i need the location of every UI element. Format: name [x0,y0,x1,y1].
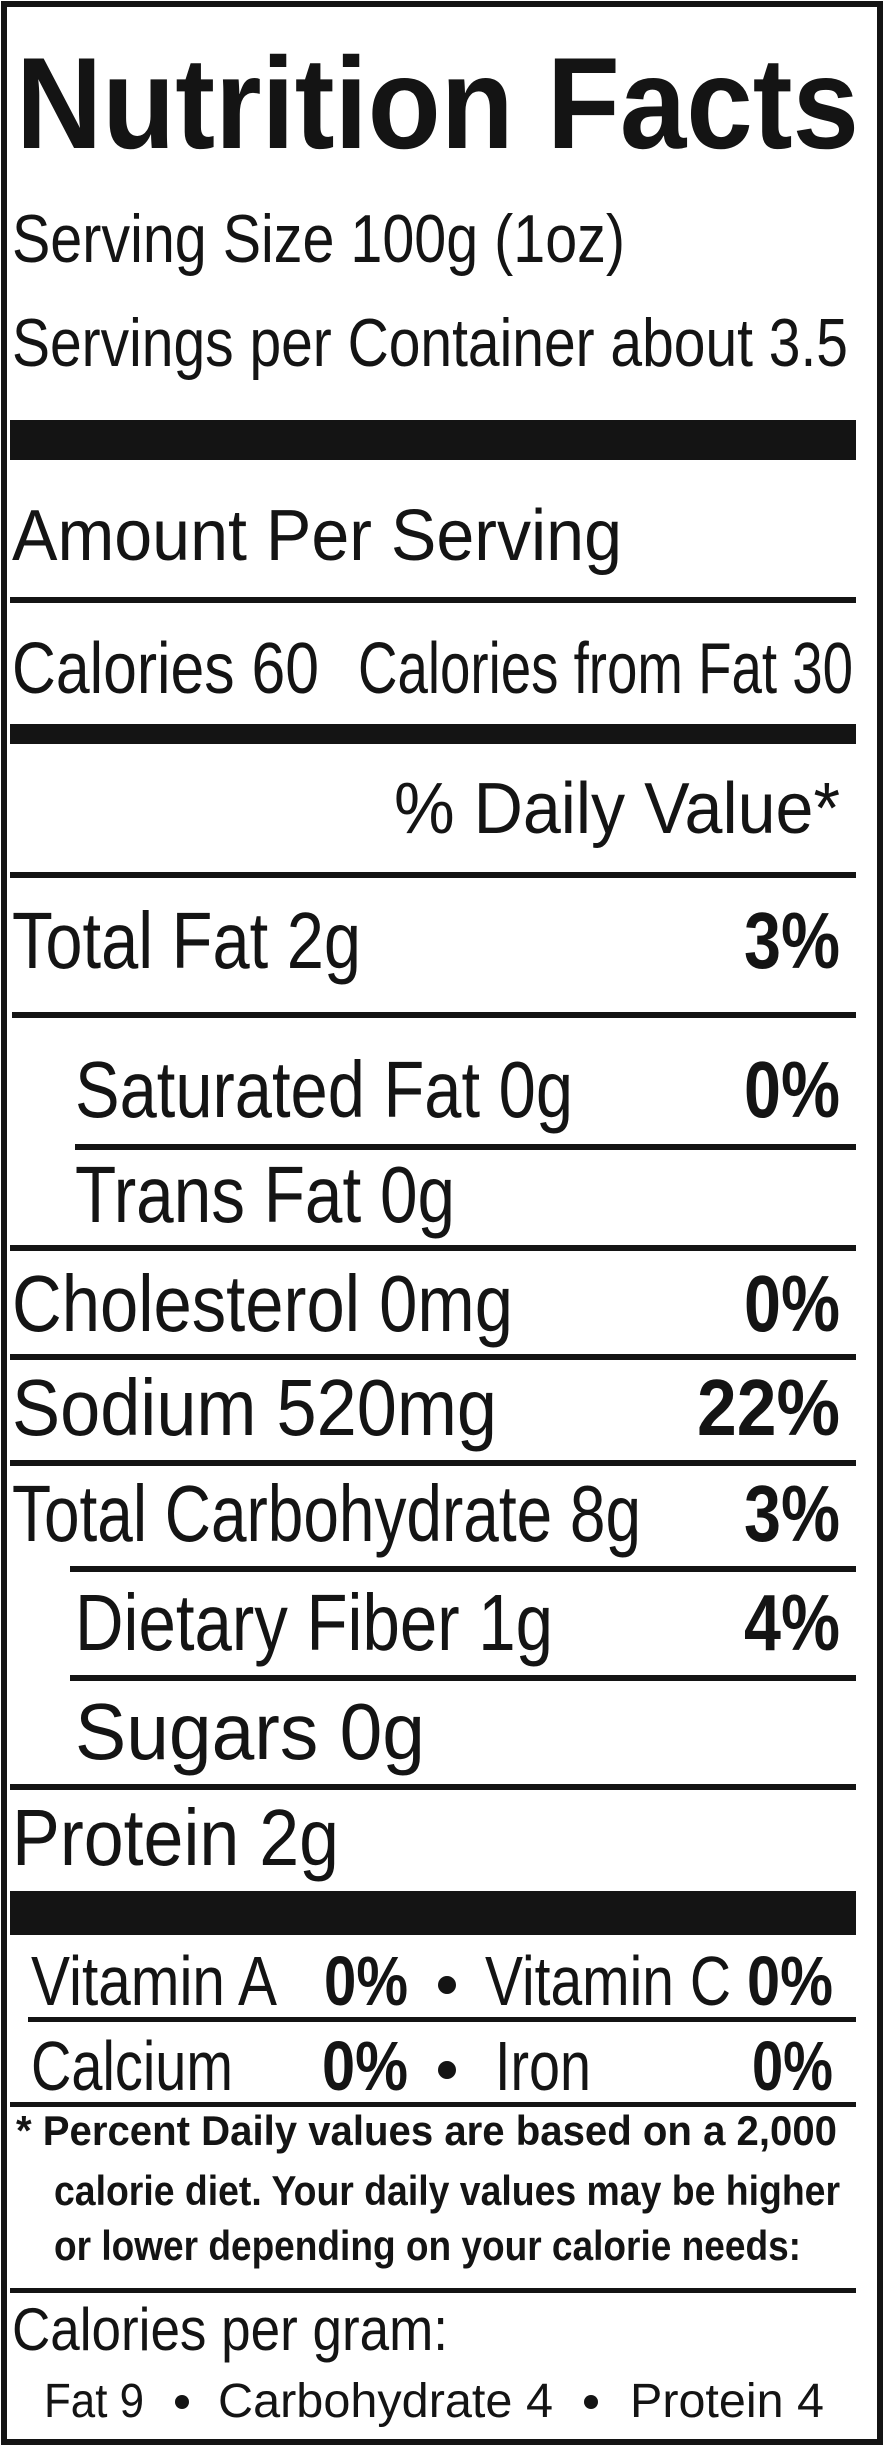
calories-from-fat-value: 30 [792,629,853,709]
serving-size-value: 100g (1oz) [350,201,625,277]
footnote-line: or lower depending on your calorie needs… [54,2222,801,2269]
vitamin-percent: 0% [747,1942,833,2020]
nutrient-amount: 8g [570,1469,641,1558]
servings-label: Servings per Container [12,305,595,381]
calories-per-gram-label: Calories per gram: [12,2296,448,2363]
vitamin-name: Calcium [31,2027,233,2105]
vitamin-percent: 0% [752,2027,833,2105]
nutrient-name: Dietary Fiber [75,1578,460,1667]
nutrient-percent: 3% [744,1469,840,1558]
rule [10,597,856,603]
nutrient-name: Total Carbohydrate [12,1469,552,1558]
item-name: Fat [44,2375,107,2428]
amount-per-serving: Amount Per Serving [12,496,622,576]
calories-label: Calories [12,629,235,709]
thick-rule [10,420,856,460]
nutrient-amount: 0g [340,1687,425,1776]
calories-per-gram-item: Carbohydrate 4 [218,2375,553,2428]
nutrient: Sodium 520mg [12,1363,497,1452]
nutrient-amount: 0mg [379,1259,513,1348]
nutrient: Dietary Fiber 1g [75,1578,553,1667]
nutrient-percent: 0% [744,1259,840,1348]
nutrient: Trans Fat 0g [75,1150,455,1239]
footnote-line: calorie diet. Your daily values may be h… [54,2167,840,2214]
nutrient-name: Sodium [12,1363,256,1452]
rule [70,1566,856,1572]
item-value: 4 [797,2375,824,2428]
nutrient: Total Fat 2g [12,896,361,985]
nutrient-name: Protein [12,1793,239,1882]
nutrient-percent: 0% [744,1045,840,1134]
nutrient: Saturated Fat 0g [75,1045,573,1134]
item-value: 9 [120,2375,144,2428]
nutrient-name: Trans Fat [75,1150,361,1239]
nutrient: Sugars 0g [75,1687,425,1776]
serving-size: Serving Size 100g (1oz) [12,201,625,277]
rule [10,1245,856,1251]
rule [10,1784,856,1790]
medium-rule [10,724,856,744]
calories-per-gram-item: Fat 9 [44,2375,144,2428]
servings-value: about 3.5 [610,305,848,381]
nutrient-percent: 22% [697,1363,840,1452]
thick-rule [10,1891,856,1935]
calories: Calories 60 [12,629,319,709]
vitamin-percent: 0% [324,1942,408,2020]
bullet [175,2395,189,2409]
rule [75,1144,856,1150]
calories-from-fat: Calories from Fat 30 [358,629,853,709]
calories-value: 60 [251,629,319,709]
item-name: Carbohydrate [218,2375,512,2428]
servings: Servings per Container about 3.5 [12,305,848,381]
serving-size-label: Serving Size [12,201,334,277]
nutrient-name: Total Fat [12,896,268,985]
vitamin-percent: 0% [322,2027,408,2105]
nutrient: Cholesterol 0mg [12,1259,513,1348]
nutrient: Total Carbohydrate 8g [12,1469,641,1558]
item-name: Protein [630,2375,784,2428]
rule [10,2102,856,2107]
nutrient: Protein 2g [12,1793,339,1882]
nutrient-percent: 4% [744,1578,840,1667]
rule [10,2288,856,2293]
nutrient-amount: 0g [499,1045,573,1134]
nutrient-percent: 3% [744,896,840,985]
vitamin-name: Iron [495,2027,591,2105]
bullet [438,2061,456,2079]
rule [10,872,856,878]
nutrient-amount: 2g [259,1793,339,1882]
daily-value-header: % Daily Value* [394,769,840,849]
bullet [438,1976,456,1994]
rule [10,1354,856,1360]
title: Nutrition Facts [16,30,859,176]
nutrient-amount: 2g [287,896,361,985]
item-value: 4 [526,2375,553,2428]
rule [10,1460,856,1466]
nutrient-name: Sugars [75,1687,318,1776]
calories-from-fat-label: Calories from Fat [358,629,777,709]
nutrient-amount: 520mg [277,1363,497,1452]
nutrient-name: Cholesterol [12,1259,360,1348]
bullet [584,2395,598,2409]
vitamin-name: Vitamin A [31,1942,277,2020]
vitamin-name: Vitamin C [485,1942,731,2020]
rule [12,1012,856,1018]
nutrient-amount: 0g [380,1150,455,1239]
rule [70,1675,856,1681]
nutrient-amount: 1g [478,1578,553,1667]
rule [28,2017,856,2022]
nutrient-name: Saturated Fat [75,1045,480,1134]
calories-per-gram-item: Protein 4 [630,2375,824,2428]
footnote-line: * Percent Daily values are based on a 2,… [16,2107,837,2154]
